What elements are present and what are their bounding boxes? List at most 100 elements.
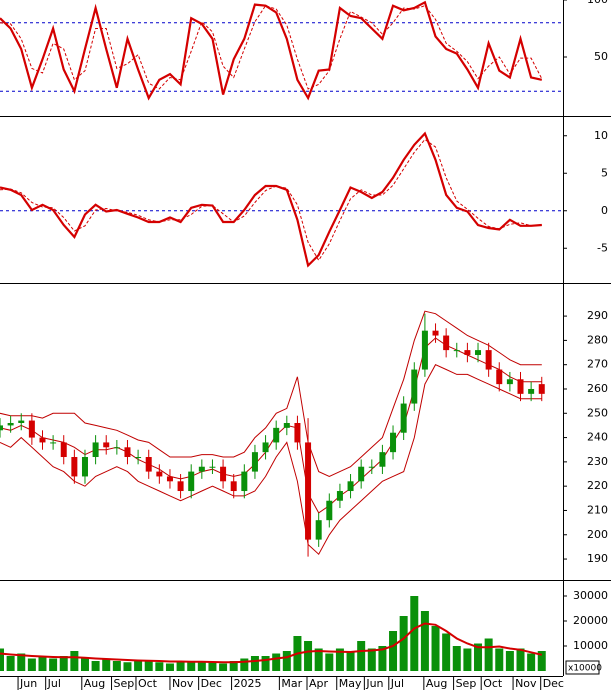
y-tick-label: 230 [587,455,608,468]
volume-bar [49,658,58,671]
volume-bar [431,626,440,671]
candle-body [400,403,407,433]
x-tick-label: Apr [309,677,329,690]
candle-body [251,452,258,472]
y-tick-label: 30000 [573,589,608,602]
candle-body [81,457,88,477]
volume-bar [484,638,493,671]
volume-bar [17,653,26,671]
candle-body [103,442,110,448]
volume-bar [261,656,270,671]
volume-bar [59,656,68,671]
y-tick-label: 10000 [573,639,608,652]
x-tick-label: May [339,677,362,690]
candle-body [443,335,450,351]
candle-body [358,466,365,482]
x-tick-label: Jul [47,677,61,690]
x-tick-label: Sep [114,677,135,690]
volume-bar [325,653,334,671]
volume-bar [314,648,323,671]
candle-body [305,442,312,540]
candle-body [135,457,142,459]
y-tick-label: -5 [597,241,608,254]
candle-body [421,330,428,370]
bollinger-band [0,310,542,477]
x-tick-label: Nov [515,677,537,690]
volume-bar [123,662,132,671]
candle-body [177,481,184,492]
y-tick-label: 20000 [573,614,608,627]
volume-bar [282,651,291,671]
candle-body [113,447,120,449]
volume-bar [463,648,472,671]
volume-bar [357,641,366,671]
y-tick-label: 10 [594,129,608,142]
candle-body [294,422,301,443]
x-tick-label: Dec [543,677,564,690]
candle-body [241,471,248,492]
candle-body [156,471,163,477]
volume-bar [410,596,419,671]
volume-bar [495,648,504,671]
candle-body [528,388,535,394]
candle-body [283,422,290,428]
volume-bar [165,663,174,671]
x-tick-label: 2025 [234,677,262,690]
volume-bar [38,656,47,671]
x-tick-label: Jun [19,677,37,690]
volume-bar [505,651,514,671]
x-tick-label: Nov [172,677,194,690]
candle-body [475,350,482,355]
candle-body [262,442,269,453]
volume-bar [346,651,355,671]
volume-bar [80,658,89,671]
volume-bar [176,661,185,671]
volume-bar [27,658,36,671]
volume-bar [219,663,228,671]
candle-body [315,520,322,540]
candle-body [336,491,343,501]
signal-line [0,138,542,262]
y-tick-label: 260 [587,382,608,395]
scale-note-box [565,660,600,675]
x-tick-label: Mar [281,677,302,690]
candle-body [379,452,386,467]
y-tick-label: 190 [587,552,608,565]
candle-body [326,500,333,521]
candle-body [347,481,354,492]
volume-bar [272,653,281,671]
candle-body [517,379,524,394]
x-tick-label: Oct [483,677,503,690]
volume-bar [420,611,429,671]
volume-bar [155,662,164,671]
volume-bar [112,661,121,671]
volume-bar [144,661,153,671]
candle-body [230,481,237,492]
indicator-line [0,131,542,268]
candle-body [28,420,35,438]
candle-body [50,442,57,444]
y-tick-label: 50 [594,50,608,63]
candle-body [506,379,513,385]
volume-bar [389,631,398,671]
volume-bar [208,662,217,671]
y-tick-label: 290 [587,309,608,322]
candle-body [432,330,439,336]
volume-bar [378,646,387,671]
bollinger-band [0,337,542,514]
y-tick-label: 210 [587,503,608,516]
candle-body [198,466,205,472]
volume-bar [474,643,483,671]
volume-bar [399,616,408,671]
candle-body [7,422,14,426]
volume-bar [537,651,546,671]
y-tick-label: 280 [587,333,608,346]
candle-body [538,384,545,394]
y-tick-label: 5 [601,166,608,179]
volume-bar [0,648,4,671]
candle-body [124,447,131,458]
volume-bar [240,658,249,671]
candle-body [368,466,375,468]
y-tick-label: 100 [587,0,608,6]
candle-body [464,350,471,355]
